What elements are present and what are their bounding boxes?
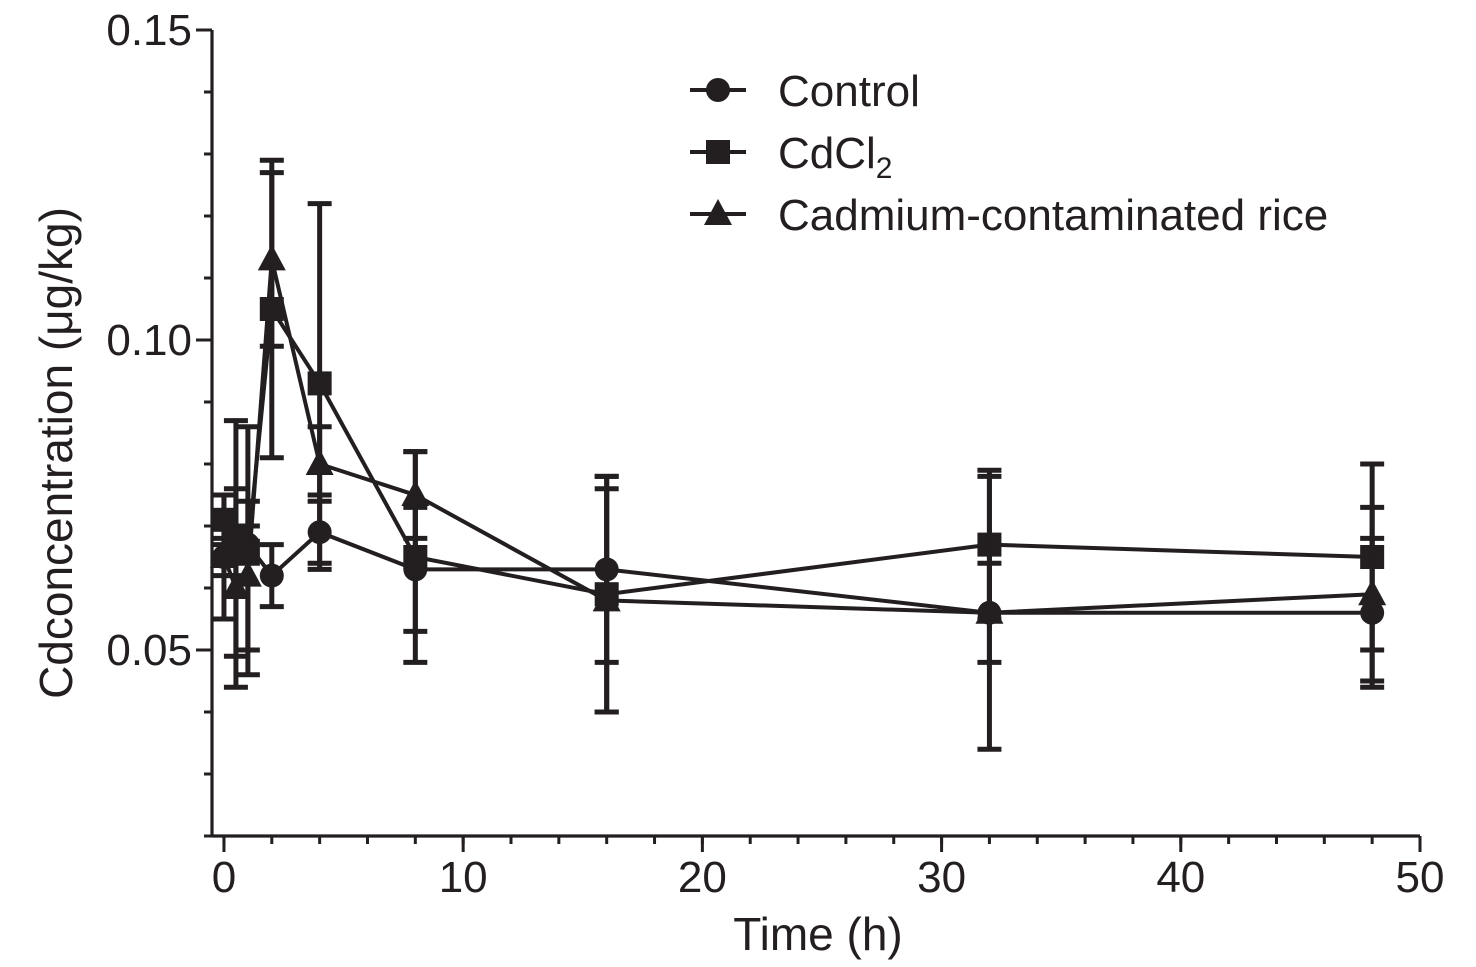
- marker-triangle: [233, 560, 262, 587]
- x-axis-title: Time (h): [733, 908, 903, 960]
- legend-item: CdCl2: [690, 129, 892, 185]
- marker-square: [706, 140, 730, 164]
- series-line: [222, 258, 1373, 615]
- x-tick-label: 30: [917, 853, 966, 902]
- y-axis-title: Cdconcentration (μg/kg): [30, 207, 82, 699]
- x-axis-ticks: 0 10 20 30 40 50: [212, 836, 1445, 902]
- y-tick-label: 0.10: [106, 316, 192, 365]
- legend-label-subscript: 2: [876, 152, 893, 185]
- plot-area: [209, 157, 1387, 752]
- x-tick-label: 0: [212, 853, 236, 902]
- marker-triangle: [975, 597, 1004, 624]
- y-tick-label: 0.05: [106, 626, 192, 675]
- marker-triangle: [305, 449, 334, 475]
- marker-triangle: [209, 542, 238, 568]
- legend-label: Cadmium-contaminated rice: [778, 191, 1328, 240]
- marker-circle: [259, 563, 284, 588]
- series-2: [211, 157, 1385, 715]
- marker-square: [307, 371, 332, 396]
- legend-label: CdCl2: [778, 129, 892, 185]
- legend: Control CdCl2 Cadmium-contaminated rice: [690, 67, 1328, 240]
- marker-triangle: [704, 199, 732, 225]
- marker-square: [403, 545, 428, 569]
- legend-label: Control: [778, 67, 920, 116]
- marker-triangle: [592, 585, 621, 612]
- marker-circle: [706, 78, 730, 102]
- x-tick-label: 20: [678, 853, 727, 902]
- x-tick-label: 50: [1396, 853, 1445, 902]
- series-3: [209, 170, 1387, 752]
- y-tick-label: 0.15: [106, 6, 192, 55]
- legend-item: Cadmium-contaminated rice: [690, 191, 1328, 240]
- series-line: [222, 303, 1373, 597]
- marker-triangle: [1358, 579, 1387, 606]
- marker-triangle: [401, 480, 430, 506]
- x-tick-label: 40: [1156, 853, 1205, 902]
- marker-triangle: [257, 244, 286, 271]
- axes: 0.05 0.10 0.15 0 10 20 30 40 50: [106, 6, 1444, 902]
- x-tick-label: 10: [439, 853, 488, 902]
- y-axis-ticks: 0.05 0.10 0.15: [106, 6, 212, 838]
- legend-item: Control: [690, 67, 920, 116]
